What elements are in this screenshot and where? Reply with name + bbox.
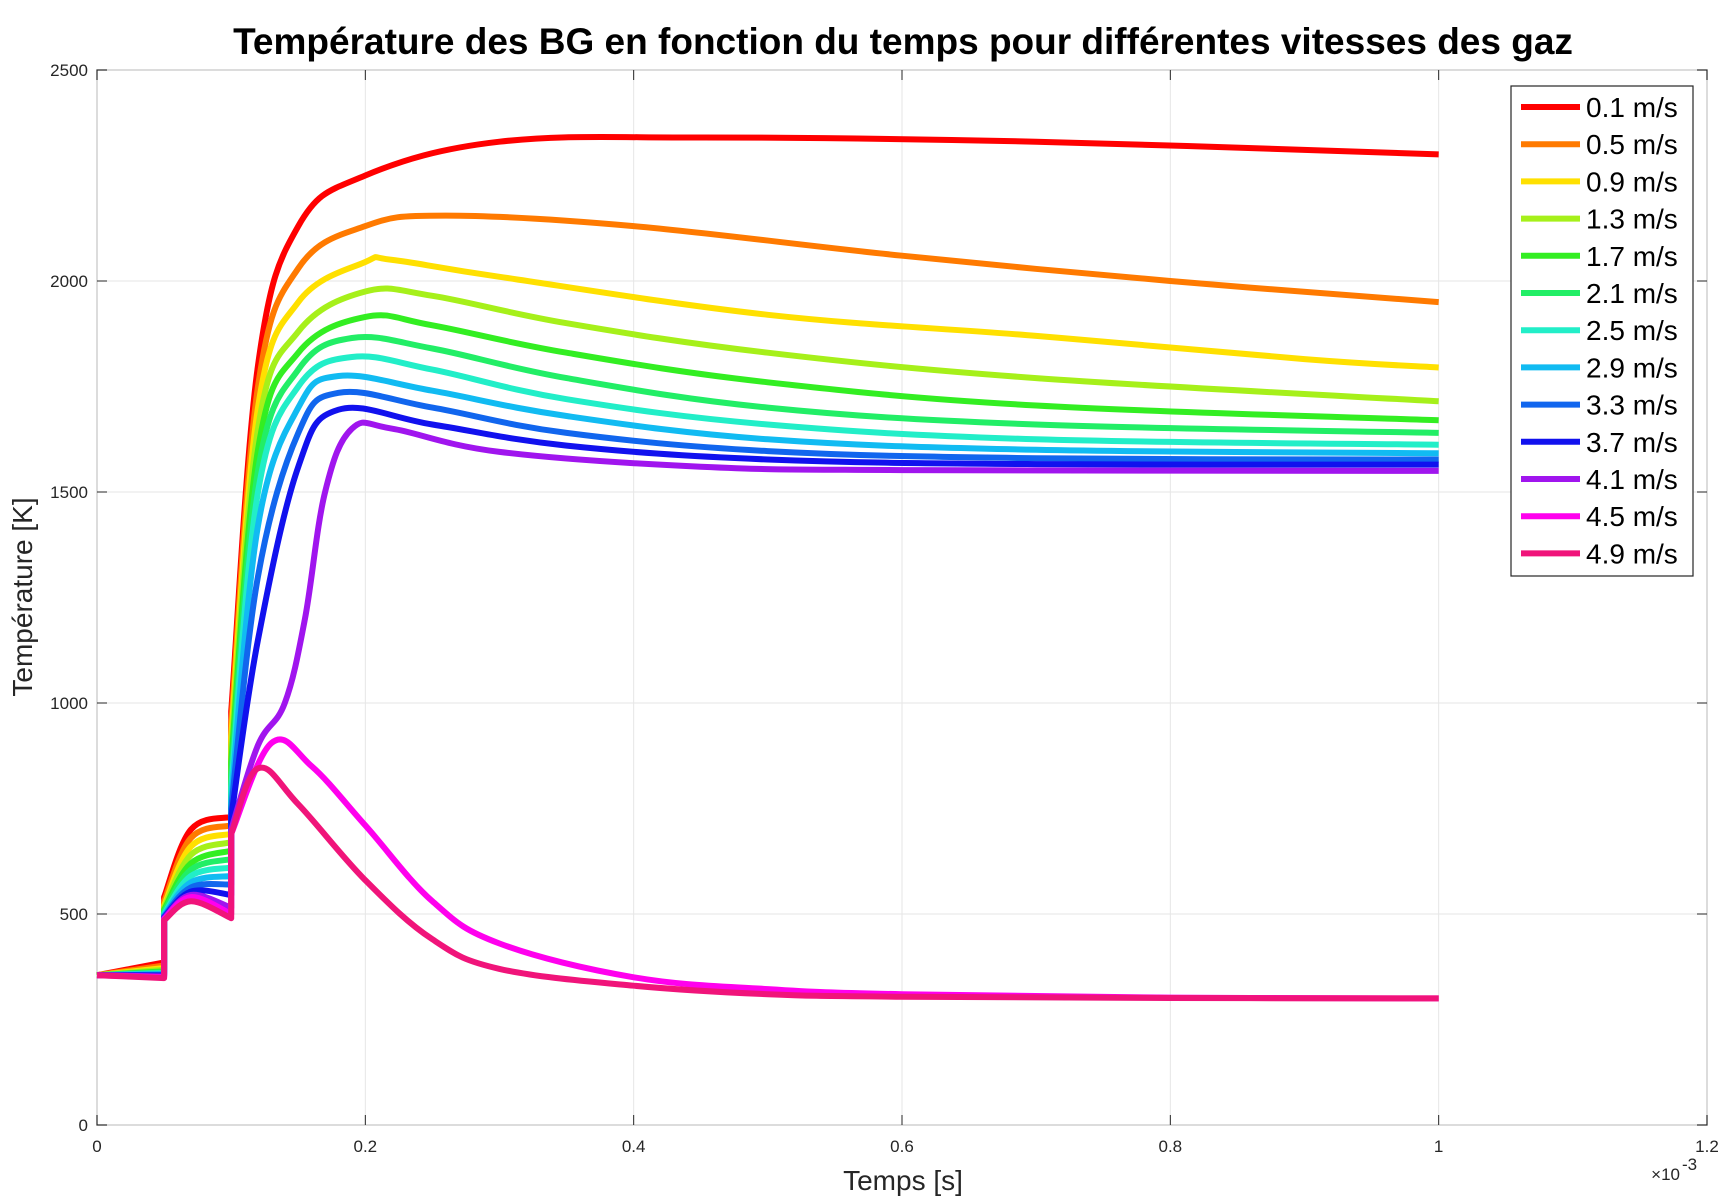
series-group: [96, 134, 1439, 1002]
x-axis-exponent: ×10: [1651, 1165, 1680, 1184]
legend-entry: 2.5 m/s: [1586, 315, 1678, 346]
x-tick-label: 1.2: [1695, 1137, 1719, 1156]
y-tick-label: 500: [60, 905, 88, 924]
series-line-0-9-m-s: [96, 254, 1439, 979]
legend-entry: 2.1 m/s: [1586, 278, 1678, 309]
y-tick-label: 0: [79, 1116, 88, 1135]
legend-entry: 3.3 m/s: [1586, 390, 1678, 421]
legend-entry: 0.1 m/s: [1586, 92, 1678, 123]
series-line-1-3-m-s: [96, 285, 1439, 979]
x-tick-label: 0.2: [354, 1137, 378, 1156]
series-line-3-3-m-s: [96, 388, 1439, 979]
series-line-0-5-m-s: [96, 212, 1439, 979]
x-axis-ticks: 0 0.2 0.4 0.6 0.8 1 1.2: [92, 70, 1719, 1156]
legend-entry: 4.5 m/s: [1586, 501, 1678, 532]
y-axis-label: Température [K]: [7, 497, 38, 696]
legend-entry: 0.5 m/s: [1586, 129, 1678, 160]
legend-entry: 1.7 m/s: [1586, 241, 1678, 272]
series-line-0-1-m-s: [96, 134, 1439, 979]
legend-entry: 0.9 m/s: [1586, 166, 1678, 197]
x-tick-label: 0.6: [890, 1137, 914, 1156]
x-axis-exponent-power: -3: [1682, 1155, 1697, 1174]
legend: 0.1 m/s 0.5 m/s 0.9 m/s 1.3 m/s 1.7 m/s 2.1 m…: [1510, 85, 1694, 577]
y-tick-label: 1500: [50, 483, 88, 502]
series-line-2-9-m-s: [96, 372, 1439, 979]
chart-title: Température des BG en fonction du temps …: [233, 21, 1573, 62]
y-tick-label: 2500: [50, 61, 88, 80]
series-line-1-7-m-s: [96, 312, 1439, 979]
legend-entry: 4.1 m/s: [1586, 464, 1678, 495]
legend-entry: 2.9 m/s: [1586, 352, 1678, 383]
legend-entry: 4.9 m/s: [1586, 538, 1678, 569]
series-line-2-5-m-s: [96, 353, 1439, 979]
legend-entry: 3.7 m/s: [1586, 427, 1678, 458]
legend-entry: 1.3 m/s: [1586, 204, 1678, 235]
series-line-3-7-m-s: [96, 404, 1439, 979]
y-axis-ticks: 0 500 1000 1500 2000 2500: [50, 61, 1707, 1135]
x-tick-label: 1: [1434, 1137, 1443, 1156]
x-axis-label: Temps [s]: [843, 1165, 963, 1196]
x-tick-label: 0.4: [622, 1137, 646, 1156]
series-line-4-1-m-s: [96, 419, 1439, 980]
x-tick-label: 0: [92, 1137, 101, 1156]
series-line-2-1-m-s: [96, 333, 1439, 979]
y-tick-label: 2000: [50, 272, 88, 291]
y-tick-label: 1000: [50, 694, 88, 713]
x-tick-label: 0.8: [1159, 1137, 1183, 1156]
series-line-4-9-m-s: [96, 764, 1439, 1002]
